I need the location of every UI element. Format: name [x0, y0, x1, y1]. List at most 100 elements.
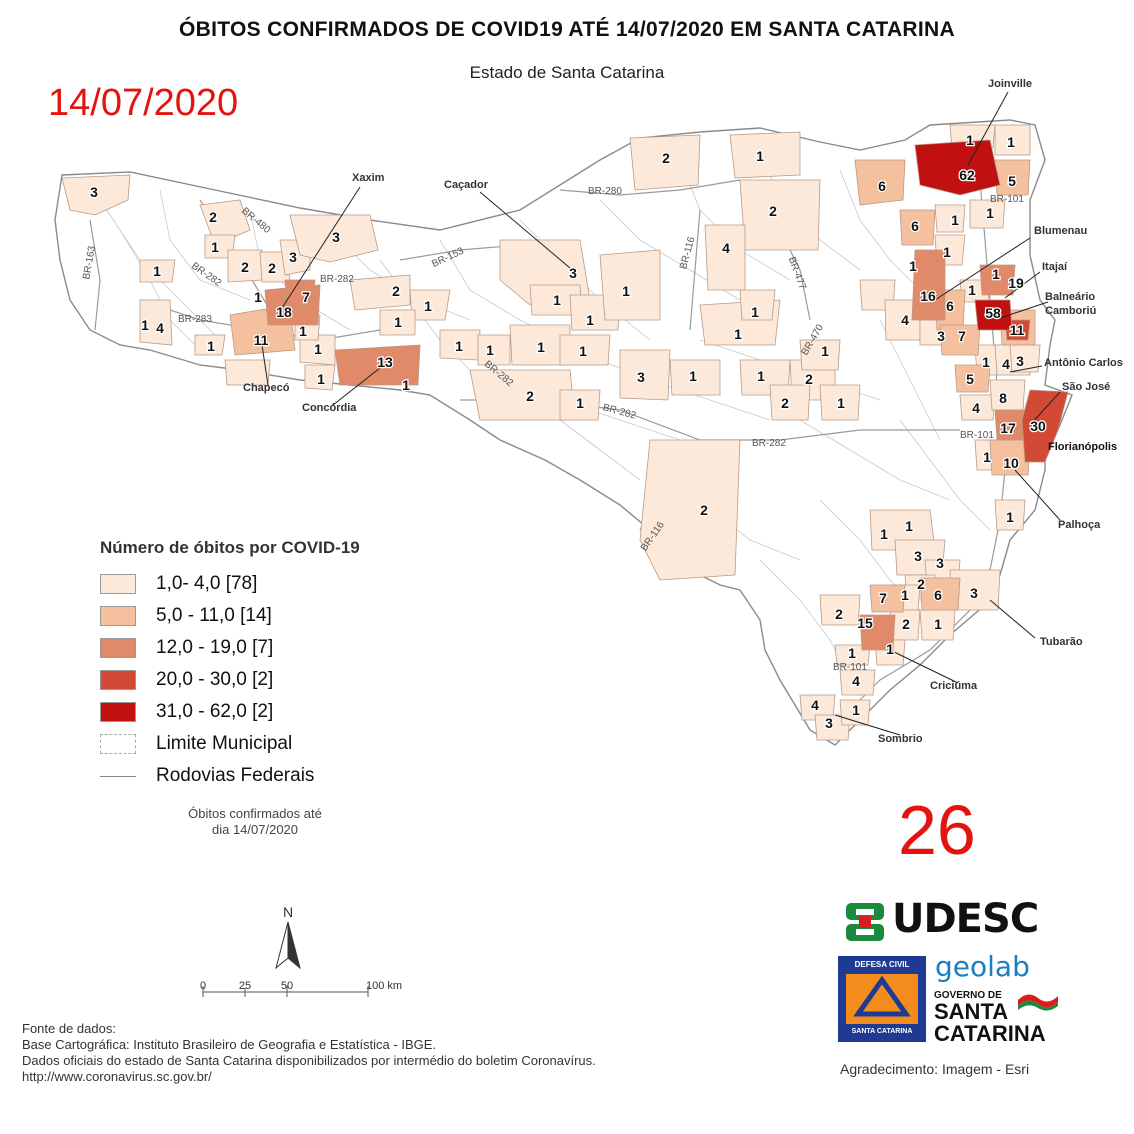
- count-label: 11: [1010, 322, 1025, 338]
- map-title: ÓBITOS CONFIRMADOS DE COVID19 ATÉ 14/07/…: [179, 18, 955, 41]
- municipality: [939, 324, 981, 356]
- municipality: [559, 389, 601, 421]
- city-label: Tubarão: [1040, 636, 1083, 648]
- municipality: [799, 339, 841, 371]
- road-label: BR-101: [833, 662, 867, 673]
- municipality: [919, 577, 961, 611]
- road-label: BR-282: [320, 274, 354, 285]
- count-label: 3: [970, 585, 978, 601]
- legend-title: Número de óbitos por COVID-19: [100, 538, 360, 557]
- municipality: [911, 249, 946, 321]
- municipality: [934, 204, 966, 233]
- municipality: [729, 131, 801, 179]
- city-label: Antônio Carlos: [1044, 357, 1123, 369]
- scale-tick-label: 0: [200, 980, 206, 992]
- highlight-number: 26: [898, 791, 976, 869]
- defesa-civil-bottom-label: SANTA CATARINA: [851, 1028, 913, 1035]
- municipality: [61, 174, 131, 216]
- udesc-logo: UDESC: [844, 896, 1059, 946]
- count-label: 58: [985, 305, 1001, 321]
- governo-line: GOVERNO DE: [934, 990, 1002, 1001]
- count-label: 6: [878, 178, 886, 194]
- road-swatch: [100, 775, 136, 777]
- count-label: 1: [394, 314, 402, 330]
- municipality: [814, 714, 851, 741]
- count-label: 1: [757, 368, 765, 384]
- count-label: 4: [972, 400, 980, 416]
- city-label: Caçador: [444, 179, 489, 191]
- count-label: 3: [1016, 353, 1024, 369]
- count-label: 1: [943, 244, 951, 260]
- municipality: [994, 124, 1031, 156]
- legend-row: Limite Municipal: [100, 728, 360, 760]
- count-label: 1: [579, 343, 587, 359]
- count-label: 11: [254, 332, 269, 348]
- count-label: 5: [966, 371, 974, 387]
- municipality: [954, 364, 991, 393]
- count-label: 2: [209, 209, 217, 225]
- count-label: 1: [1006, 509, 1014, 525]
- source-line: Fonte de dados:: [22, 1021, 116, 1036]
- source-line: Dados oficiais do estado de Santa Catari…: [22, 1053, 596, 1068]
- count-label: 3: [332, 229, 340, 245]
- count-label: 3: [937, 328, 945, 344]
- count-label: 1: [576, 395, 584, 411]
- municipality: [629, 134, 701, 191]
- municipality: [334, 344, 421, 386]
- count-label: 1: [1007, 134, 1015, 150]
- city-label: Blumenau: [1034, 225, 1087, 237]
- defesa-civil-logo: DEFESA CIVIL SANTA CATARINA: [838, 956, 926, 1042]
- legend-row: 5,0 - 11,0 [14]: [100, 600, 360, 632]
- city-label: Joinville: [988, 78, 1032, 90]
- municipality: [819, 594, 861, 626]
- count-label: 4: [811, 697, 819, 713]
- count-label: 7: [879, 590, 887, 606]
- legend-label: 20,0 - 30,0 [2]: [156, 669, 274, 690]
- municipality: [469, 369, 576, 421]
- scale-tick-label: 25: [239, 980, 251, 992]
- legend-label: 12,0 - 19,0 [7]: [156, 637, 274, 658]
- municipality: [979, 264, 1016, 296]
- governo-line: SANTA: [934, 999, 1009, 1024]
- municipality: [854, 159, 906, 206]
- date-overlay: 14/07/2020: [48, 82, 239, 124]
- count-label: 2: [835, 606, 843, 622]
- count-label: 15: [857, 615, 873, 631]
- count-label: 1: [966, 132, 974, 148]
- count-label: 3: [825, 715, 833, 731]
- municipality: [704, 224, 746, 291]
- source-line: Base Cartográfica: Instituto Brasileiro …: [22, 1037, 437, 1052]
- municipality: [769, 384, 811, 421]
- count-label: 19: [1008, 275, 1024, 291]
- count-label: 1: [837, 395, 845, 411]
- count-label: 5: [1008, 173, 1016, 189]
- north-arrow: N: [275, 904, 301, 970]
- municipality: [619, 349, 671, 401]
- count-label: 6: [911, 218, 919, 234]
- municipality: [1009, 344, 1041, 373]
- count-label: 1: [299, 323, 307, 339]
- count-label: 7: [302, 289, 310, 305]
- legend-row: 1,0- 4,0 [78]: [100, 568, 360, 600]
- municipality: [869, 584, 906, 613]
- scale-bar: 0 25 50 100 km: [200, 980, 402, 997]
- count-label: 1: [486, 342, 494, 358]
- flag-icon: [1018, 994, 1058, 1011]
- count-label: 1: [992, 266, 1000, 282]
- municipality: [839, 669, 876, 696]
- note-line: dia 14/07/2020: [211, 822, 299, 837]
- count-label: 18: [276, 304, 292, 320]
- municipality: [899, 209, 936, 246]
- udesc-wordmark: UDESC: [892, 896, 1039, 942]
- count-label: 2: [526, 388, 534, 404]
- north-label: N: [283, 904, 293, 920]
- source-link[interactable]: http://www.coronavirus.sc.gov.br/: [22, 1069, 212, 1084]
- municipality: [739, 289, 776, 321]
- acknowledgement: Agradecimento: Imagem - Esri: [840, 1061, 1030, 1077]
- scale-tick-label: 100 km: [366, 980, 402, 992]
- death-count-labels: 1 1 62 5 1 6 1 6 1 1 16 19 1 58 1 4 6 11…: [89, 131, 1047, 733]
- count-label: 1: [207, 338, 215, 354]
- legend-label: Limite Municipal: [156, 733, 293, 754]
- legend-row: 31,0 - 62,0 [2]: [100, 696, 360, 728]
- boundary-swatch: [100, 734, 136, 754]
